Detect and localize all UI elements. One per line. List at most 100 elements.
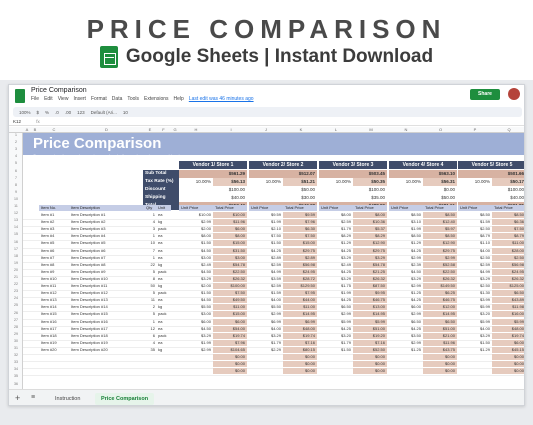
unit-price-cell[interactable]: $4.25 (340, 325, 351, 331)
item-unit[interactable]: ea (158, 254, 163, 260)
tax-rate-value[interactable]: 10.00% (265, 179, 281, 184)
unit-price-cell[interactable] (319, 354, 353, 360)
item-unit[interactable]: kg (158, 219, 163, 225)
item-description[interactable]: Item Description #2 (71, 219, 106, 225)
unit-price-cell[interactable]: $2.99 (410, 339, 421, 345)
item-description[interactable]: Item Description #13 (71, 297, 108, 303)
row-header[interactable]: 35 (14, 374, 18, 379)
unit-price-cell[interactable]: $2.59 (479, 261, 490, 267)
unit-price-cell[interactable]: $2.00 (200, 226, 211, 232)
unit-price-cell[interactable]: $2.99 (410, 254, 421, 260)
row-header[interactable]: 13 (14, 218, 18, 223)
row-header[interactable]: 10 (14, 196, 18, 201)
unit-price-cell[interactable]: $1.79 (270, 339, 281, 345)
item-unit[interactable]: pack (158, 332, 167, 338)
row-header[interactable]: 4 (15, 154, 17, 159)
unit-price-cell[interactable]: $1.99 (270, 219, 281, 225)
column-header[interactable]: B (33, 127, 37, 132)
item-number[interactable]: Item #10 (41, 275, 57, 281)
column-header[interactable]: F (162, 127, 165, 132)
unit-price-cell[interactable]: $4.25 (410, 297, 421, 303)
item-unit[interactable]: ea (158, 297, 163, 303)
item-qty[interactable]: 10 (150, 240, 155, 246)
unit-price-cell[interactable]: $4.99 (270, 268, 281, 274)
unit-price-cell[interactable]: $3.29 (479, 332, 490, 338)
column-header[interactable]: K (299, 127, 303, 132)
row-header[interactable]: 23 (14, 289, 18, 294)
row-header[interactable]: 2 (15, 140, 17, 145)
column-header[interactable]: L (334, 127, 338, 132)
menu-data[interactable]: Data (111, 96, 123, 102)
item-description[interactable]: Item Description #10 (71, 275, 108, 281)
tab-instruction[interactable]: Instruction (55, 396, 81, 402)
row-header[interactable]: 28 (14, 324, 18, 329)
row-header[interactable]: 15 (14, 232, 18, 237)
unit-price-cell[interactable]: $1.25 (410, 290, 421, 296)
row-header[interactable]: 7 (15, 175, 17, 180)
item-qty[interactable]: 7 (152, 247, 155, 253)
item-unit[interactable]: ea (158, 247, 163, 253)
menu-format[interactable]: Format (90, 96, 107, 102)
unit-price-cell[interactable]: $4.50 (200, 325, 211, 331)
tax-rate-value[interactable]: 10.00% (474, 179, 490, 184)
unit-price-cell[interactable]: $5.99 (479, 318, 490, 324)
unit-price-cell[interactable]: $3.29 (479, 275, 490, 281)
unit-price-cell[interactable]: $4.50 (410, 268, 421, 274)
item-unit[interactable]: pack (158, 290, 167, 296)
unit-price-cell[interactable]: $10.00 (198, 212, 211, 217)
row-header[interactable]: 32 (14, 353, 18, 358)
unit-price-cell[interactable]: $5.50 (270, 304, 281, 310)
unit-price-cell[interactable] (179, 361, 213, 367)
unit-price-cell[interactable]: $8.29 (340, 233, 351, 239)
item-description[interactable]: Item Description #16 (71, 318, 108, 324)
unit-price-cell[interactable] (249, 354, 283, 360)
column-header[interactable]: I (230, 127, 232, 132)
row-header[interactable]: 3 (15, 147, 17, 152)
menu-edit[interactable]: Edit (44, 96, 53, 102)
item-unit[interactable]: ea (158, 240, 163, 246)
item-number[interactable]: Item #15 (41, 311, 57, 317)
unit-price-cell[interactable]: $4.25 (270, 247, 281, 253)
item-qty[interactable]: 1 (152, 318, 155, 324)
row-header[interactable]: 33 (14, 360, 18, 365)
sheets-doc-icon[interactable] (15, 89, 25, 103)
unit-price-cell[interactable]: $8.50 (410, 212, 421, 217)
item-number[interactable]: Item #6 (41, 247, 55, 253)
item-qty[interactable]: 4 (152, 339, 155, 345)
unit-price-cell[interactable]: $1.75 (340, 283, 351, 288)
item-qty[interactable]: 11 (150, 297, 155, 303)
item-unit[interactable]: kg (158, 283, 163, 288)
unit-price-cell[interactable]: $1.59 (479, 219, 490, 225)
tax-rate-value[interactable]: 10.00% (335, 179, 351, 184)
toolbar-item[interactable]: 123 (77, 109, 85, 115)
item-number[interactable]: Item #5 (41, 240, 55, 246)
unit-price-cell[interactable]: $1.50 (479, 339, 490, 345)
unit-price-cell[interactable]: $3.29 (340, 275, 351, 281)
toolbar-item[interactable]: .0 (55, 109, 59, 115)
item-qty[interactable]: 5 (152, 268, 155, 274)
row-header[interactable]: 30 (14, 338, 18, 343)
unit-price-cell[interactable]: $2.39 (410, 261, 421, 267)
unit-price-cell[interactable] (249, 368, 283, 374)
item-number[interactable]: Item #3 (41, 226, 55, 232)
item-number[interactable]: Item #17 (41, 325, 57, 331)
item-qty[interactable]: 5 (152, 311, 155, 317)
row-header[interactable]: 34 (14, 367, 18, 372)
unit-price-cell[interactable]: $4.25 (410, 325, 421, 331)
unit-price-cell[interactable]: $1.50 (270, 240, 281, 246)
unit-price-cell[interactable]: $6.50 (340, 304, 351, 310)
unit-price-cell[interactable]: $4.25 (340, 268, 351, 274)
tax-rate-value[interactable]: 10.00% (195, 179, 211, 184)
column-header[interactable]: P (473, 127, 477, 132)
item-description[interactable]: Item Description #6 (71, 247, 106, 253)
row-header[interactable]: 9 (15, 189, 17, 194)
item-description[interactable]: Item Description #17 (71, 325, 108, 331)
last-edit-link[interactable]: Last edit was 46 minutes ago (188, 96, 254, 102)
column-header[interactable]: C (52, 127, 56, 132)
row-header[interactable]: 21 (14, 275, 18, 279)
item-number[interactable]: Item #7 (41, 254, 55, 260)
item-qty[interactable]: 35 (150, 346, 155, 352)
item-qty[interactable]: 12 (150, 325, 155, 331)
unit-price-cell[interactable]: $3.29 (200, 275, 211, 281)
